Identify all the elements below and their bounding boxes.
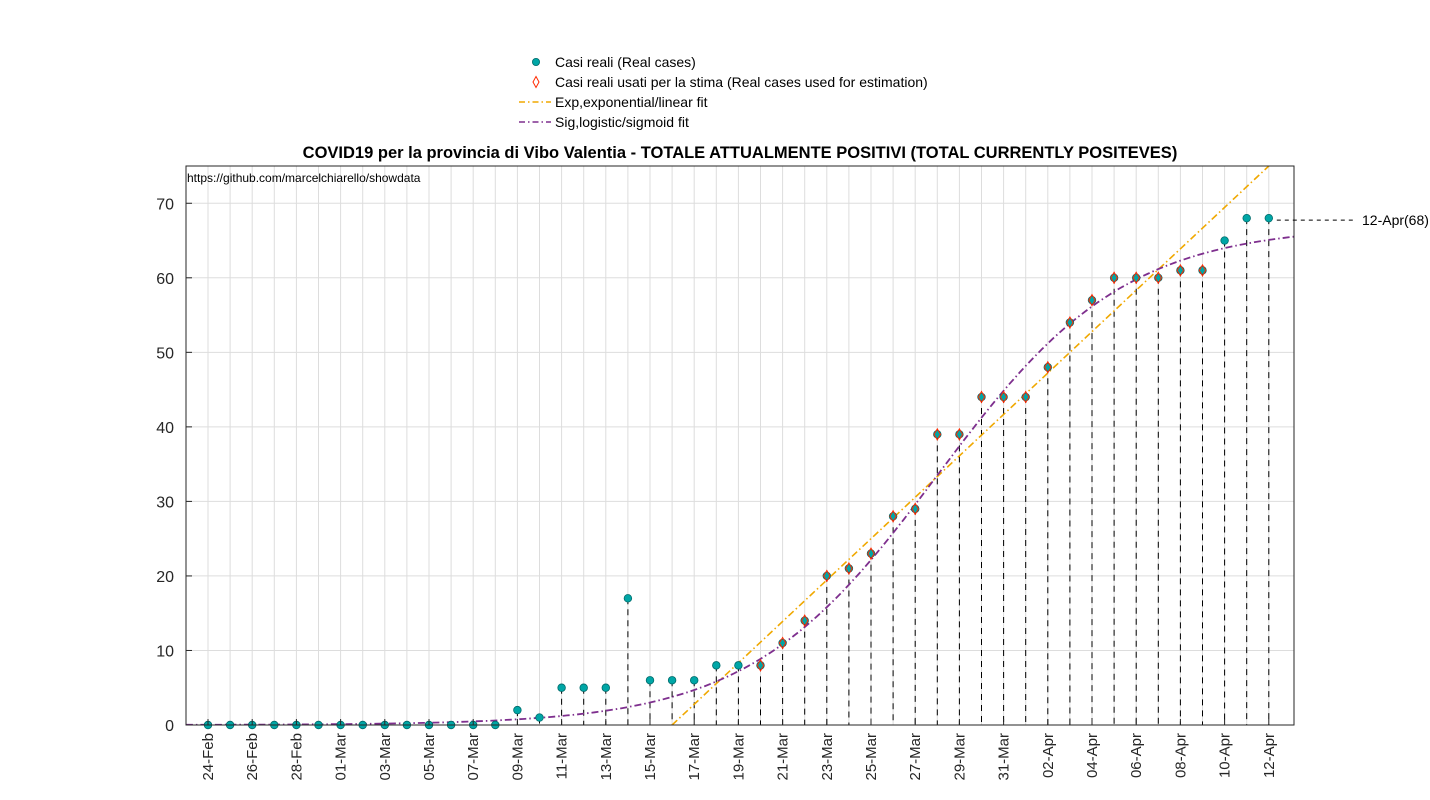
y-axis: 0 10 20 30 40 50 60 70 bbox=[156, 196, 192, 735]
sig-fit-line bbox=[186, 235, 1294, 725]
url-annotation: https://github.com/marcelchiarello/showd… bbox=[187, 171, 421, 185]
estimation-point bbox=[1088, 293, 1096, 307]
y-tick-label: 60 bbox=[156, 271, 174, 288]
x-tick-label: 04-Apr bbox=[1084, 733, 1101, 778]
estimation-point bbox=[1176, 263, 1185, 277]
data-point bbox=[601, 683, 610, 692]
data-point bbox=[712, 661, 721, 670]
data-point bbox=[1242, 213, 1251, 223]
legend: Casi reali (Real cases) Casi reali usati… bbox=[519, 54, 928, 130]
estimation-point bbox=[1154, 271, 1163, 285]
x-tick-label: 15-Mar bbox=[642, 733, 659, 781]
y-tick-label: 10 bbox=[156, 643, 174, 660]
y-tick-label: 70 bbox=[156, 196, 174, 213]
estimation-point bbox=[867, 547, 875, 561]
data-point bbox=[690, 676, 699, 685]
y-tick-label: 20 bbox=[156, 569, 174, 586]
x-tick-label: 06-Apr bbox=[1128, 733, 1145, 778]
data-point bbox=[623, 594, 633, 603]
grid bbox=[186, 166, 1294, 725]
x-tick-label: 19-Mar bbox=[730, 733, 747, 781]
y-tick-label: 50 bbox=[156, 345, 174, 362]
x-tick-label: 24-Feb bbox=[200, 733, 217, 781]
x-tick-label: 21-Mar bbox=[775, 733, 792, 781]
estimation-point bbox=[1021, 390, 1030, 404]
estimation-point bbox=[1044, 360, 1052, 374]
x-tick-label: 10-Apr bbox=[1217, 733, 1234, 778]
x-tick-label: 02-Apr bbox=[1040, 733, 1057, 778]
x-tick-label: 27-Mar bbox=[907, 733, 924, 781]
x-tick-label: 12-Apr bbox=[1261, 733, 1278, 778]
data-markers bbox=[203, 213, 1273, 730]
estimation-point bbox=[933, 427, 942, 441]
legend-item-exp-fit: Exp,exponential/linear fit bbox=[519, 94, 708, 110]
y-tick-label: 40 bbox=[156, 420, 174, 437]
legend-label: Casi reali (Real cases) bbox=[555, 54, 696, 70]
estimation-point bbox=[1066, 316, 1074, 330]
estimation-point bbox=[911, 502, 919, 516]
x-axis: 24-Feb 26-Feb 28-Feb 01-Mar 03-Mar 05-Mar 07-M… bbox=[200, 719, 1278, 781]
legend-item-real-cases-used: Casi reali usati per la stima (Real case… bbox=[532, 74, 928, 90]
x-tick-label: 17-Mar bbox=[686, 733, 703, 781]
fit-lines bbox=[186, 166, 1294, 725]
x-tick-label: 31-Mar bbox=[996, 733, 1013, 781]
x-tick-label: 11-Mar bbox=[554, 733, 571, 779]
x-tick-label: 01-Mar bbox=[333, 733, 350, 781]
legend-marker-diamond bbox=[532, 75, 540, 89]
stems bbox=[516, 218, 1270, 725]
estimation-point bbox=[845, 561, 853, 575]
legend-item-sig-fit: Sig,logistic/sigmoid fit bbox=[519, 114, 689, 130]
legend-label: Sig,logistic/sigmoid fit bbox=[555, 114, 689, 130]
x-tick-label: 08-Apr bbox=[1172, 733, 1189, 778]
data-point bbox=[1220, 236, 1229, 245]
x-tick-label: 07-Mar bbox=[465, 733, 482, 781]
data-point bbox=[734, 661, 743, 670]
x-tick-label: 26-Feb bbox=[244, 733, 261, 781]
estimation-point bbox=[1132, 271, 1140, 285]
x-tick-label: 25-Mar bbox=[863, 733, 880, 781]
data-point bbox=[557, 683, 566, 692]
y-tick-label: 30 bbox=[156, 494, 174, 511]
chart-title: COVID19 per la provincia di Vibo Valenti… bbox=[303, 144, 1178, 162]
estimation-point bbox=[800, 614, 809, 628]
estimation-point bbox=[756, 658, 765, 672]
estimation-point bbox=[1110, 271, 1118, 285]
estimation-point bbox=[778, 636, 787, 650]
x-tick-label: 28-Feb bbox=[288, 733, 305, 781]
data-point bbox=[513, 705, 522, 715]
data-point bbox=[667, 676, 677, 685]
estimation-point bbox=[1198, 263, 1207, 277]
legend-label: Exp,exponential/linear fit bbox=[555, 94, 708, 110]
estimation-point bbox=[889, 509, 897, 523]
estimation-point bbox=[955, 427, 964, 441]
x-tick-label: 05-Mar bbox=[421, 733, 438, 781]
x-tick-label: 29-Mar bbox=[951, 733, 968, 781]
data-point bbox=[645, 676, 655, 685]
legend-label: Casi reali usati per la stima (Real case… bbox=[555, 74, 928, 90]
y-tick-label: 0 bbox=[165, 718, 174, 735]
legend-marker-circle bbox=[532, 58, 541, 67]
data-point bbox=[1264, 213, 1273, 223]
legend-item-real-cases: Casi reali (Real cases) bbox=[532, 54, 696, 70]
x-tick-label: 03-Mar bbox=[377, 733, 394, 781]
data-point bbox=[579, 683, 588, 692]
estimation-point bbox=[977, 390, 986, 404]
data-point bbox=[535, 713, 544, 722]
exp-fit-line bbox=[671, 166, 1270, 725]
last-value-label: 12-Apr(68) bbox=[1362, 212, 1429, 228]
estimation-point bbox=[823, 569, 831, 583]
x-tick-label: 09-Mar bbox=[509, 733, 526, 781]
estimation-point bbox=[999, 390, 1008, 404]
x-tick-label: 23-Mar bbox=[819, 733, 836, 781]
plot-area-border bbox=[185, 165, 1295, 726]
x-tick-label: 13-Mar bbox=[598, 733, 615, 781]
